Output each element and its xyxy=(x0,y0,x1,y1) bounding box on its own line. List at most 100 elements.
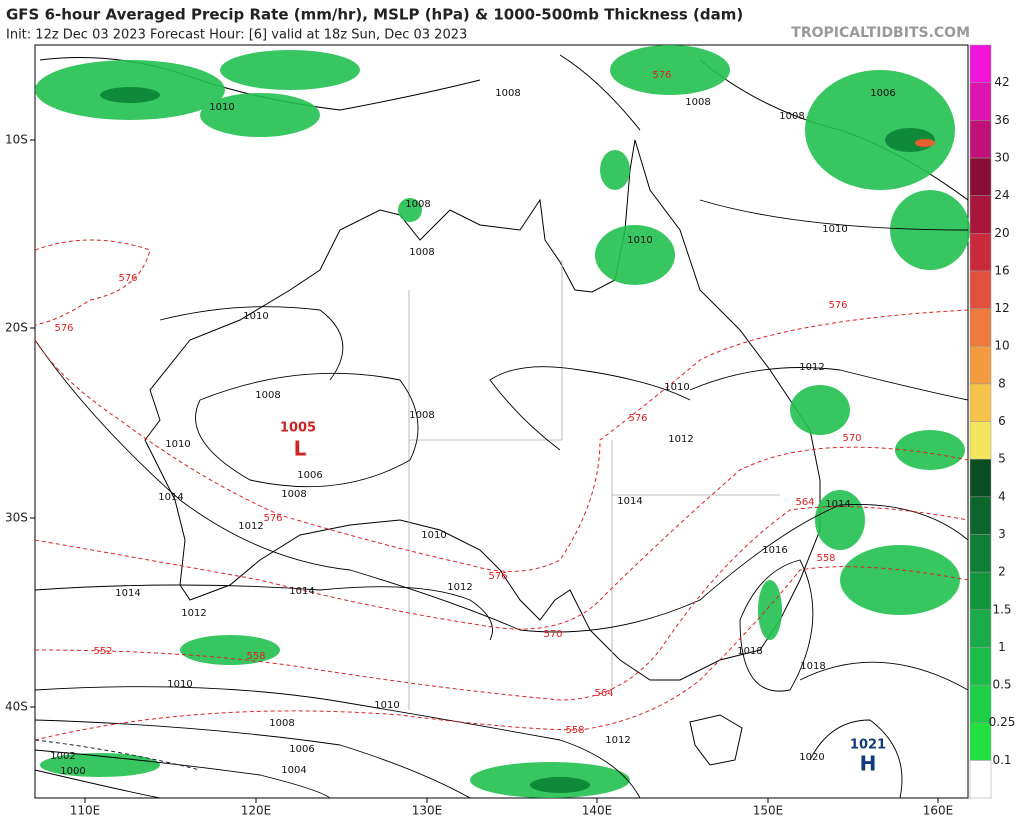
lat-label: 40S xyxy=(5,700,28,714)
isobar-label: 1002 xyxy=(50,751,75,762)
isobar-label: 1006 xyxy=(289,744,314,755)
isobar-label: 1014 xyxy=(617,496,642,507)
colorbar-label: 10 xyxy=(994,339,1009,353)
thickness-label: 570 xyxy=(543,629,562,640)
colorbar-label: 12 xyxy=(994,301,1009,315)
lat-label: 10S xyxy=(5,133,28,147)
site-name: TROPICALTIDBITS.COM xyxy=(791,25,970,41)
lon-label: 150E xyxy=(753,804,784,818)
isobar-label: 1000 xyxy=(60,766,85,777)
colorbar-label: 5 xyxy=(998,452,1006,466)
colorbar-segment xyxy=(969,571,992,610)
isobar-label: 1010 xyxy=(243,311,268,322)
isobar-label: 1004 xyxy=(281,765,306,776)
colorbar-segment xyxy=(969,270,992,309)
colorbar-segment xyxy=(969,458,992,498)
colorbar-segment xyxy=(969,82,992,121)
thickness-label: 576 xyxy=(628,413,647,424)
isobar-label: 1014 xyxy=(825,499,850,510)
isobar-label: 1010 xyxy=(627,235,652,246)
colorbar-label: 20 xyxy=(994,226,1009,240)
lon-label: 140E xyxy=(582,804,613,818)
isobar-label: 1010 xyxy=(374,700,399,711)
thickness-label: 552 xyxy=(93,646,112,657)
isobar-label: 1008 xyxy=(685,97,710,108)
colorbar-segment xyxy=(969,345,992,385)
high-symbol: H xyxy=(860,752,877,776)
thickness-label: 576 xyxy=(652,70,671,81)
isobar-label: 1012 xyxy=(238,521,263,532)
colorbar-label: 42 xyxy=(994,75,1009,89)
isobar-label: 1012 xyxy=(799,362,824,373)
thickness-label: 564 xyxy=(795,497,814,508)
thickness-label: 558 xyxy=(816,553,835,564)
colorbar-segment xyxy=(969,195,992,234)
thickness-label: 576 xyxy=(488,571,507,582)
colorbar-label: 0.5 xyxy=(992,678,1011,692)
colorbar-label: 16 xyxy=(994,263,1009,277)
isobar-label: 1008 xyxy=(281,489,306,500)
subtitle: Init: 12z Dec 03 2023 Forecast Hour: [6]… xyxy=(6,28,467,43)
low-symbol: L xyxy=(294,437,307,461)
colorbar-label: 30 xyxy=(994,150,1009,164)
thickness-label: 576 xyxy=(118,273,137,284)
isobar-label: 1008 xyxy=(409,247,434,258)
isobar-label: 1014 xyxy=(158,492,183,503)
isobar-label: 1020 xyxy=(799,752,824,763)
isobar-label: 1010 xyxy=(209,102,234,113)
colorbar-label: 24 xyxy=(994,188,1009,202)
high-pressure: 1021 xyxy=(850,738,886,753)
colorbar-segment xyxy=(969,760,992,799)
colorbar-segment xyxy=(969,233,992,272)
isobar-label: 1010 xyxy=(664,382,689,393)
isobar-label: 1008 xyxy=(269,718,294,729)
isobar-label: 1018 xyxy=(737,646,762,657)
title: GFS 6-hour Averaged Precip Rate (mm/hr),… xyxy=(6,6,743,24)
isobar-label: 1008 xyxy=(255,390,280,401)
thickness-label: 576 xyxy=(263,513,282,524)
thickness-label: 576 xyxy=(54,323,73,334)
colorbar-segment xyxy=(969,647,992,686)
colorbar-label: 2 xyxy=(998,565,1006,579)
colorbar-segment xyxy=(969,308,992,347)
thickness-label: 558 xyxy=(246,651,265,662)
colorbar-label: 0.1 xyxy=(992,753,1011,767)
colorbar-segment xyxy=(969,157,992,196)
colorbar-segment xyxy=(969,609,992,648)
colorbar-label: 0.25 xyxy=(989,715,1016,729)
colorbar-segment xyxy=(969,44,992,83)
isobar-label: 1008 xyxy=(409,410,434,421)
lat-label: 20S xyxy=(5,321,28,335)
isobar-label: 1014 xyxy=(115,588,140,599)
isobar-label: 1018 xyxy=(800,661,825,672)
isobar-label: 1008 xyxy=(405,199,430,210)
isobar-label: 1008 xyxy=(779,111,804,122)
isobar-label: 1012 xyxy=(181,608,206,619)
isobar-label: 1010 xyxy=(167,679,192,690)
isobar-label: 1016 xyxy=(762,545,787,556)
colorbar-segment xyxy=(969,120,992,159)
thickness-label: 570 xyxy=(842,433,861,444)
colorbar-label: 1 xyxy=(998,640,1006,654)
colorbar-label: 36 xyxy=(994,113,1009,127)
colorbar-label: 3 xyxy=(998,527,1006,541)
isobar-label: 1012 xyxy=(447,582,472,593)
isobar-label: 1010 xyxy=(822,224,847,235)
lon-label: 160E xyxy=(923,804,954,818)
isobar-label: 1012 xyxy=(605,735,630,746)
low-pressure: 1005 xyxy=(280,421,316,436)
colorbar-segment xyxy=(969,421,992,460)
colorbar-segment xyxy=(969,496,992,535)
lat-label: 30S xyxy=(5,511,28,525)
colorbar-label: 6 xyxy=(998,414,1006,428)
thickness-label: 576 xyxy=(828,300,847,311)
lon-label: 130E xyxy=(412,804,443,818)
isobar-label: 1006 xyxy=(870,88,895,99)
isobar-label: 1012 xyxy=(668,434,693,445)
thickness-label: 558 xyxy=(565,725,584,736)
lon-label: 120E xyxy=(241,804,272,818)
isobar-label: 1006 xyxy=(297,470,322,481)
colorbar-label: 8 xyxy=(998,376,1006,390)
colorbar-segment xyxy=(969,383,992,422)
